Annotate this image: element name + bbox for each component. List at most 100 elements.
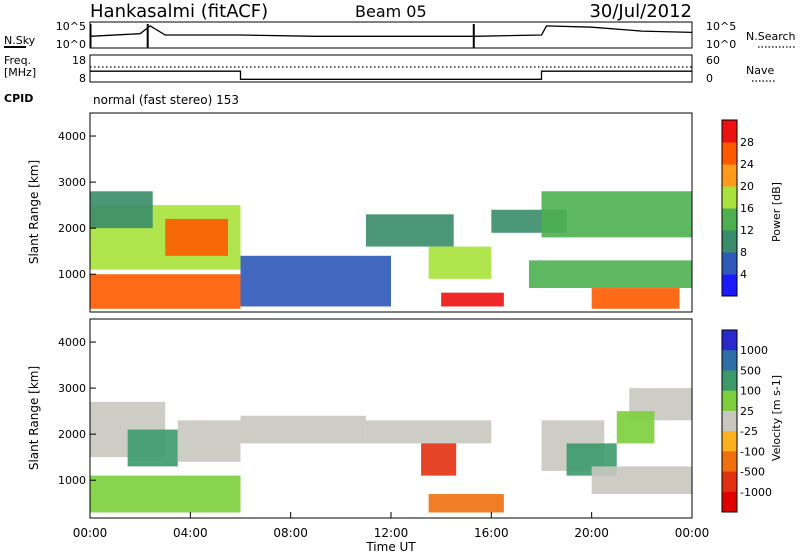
freq-panel-frame xyxy=(89,54,693,83)
noise-right-label: N.Search xyxy=(746,30,796,43)
power-colorbar-segment-6 xyxy=(722,142,737,165)
velocity-colorbar-tick-5: -100 xyxy=(740,445,765,458)
date-title: 30/Jul/2012 xyxy=(589,1,692,22)
freq-right-tick-bottom: 0 xyxy=(706,72,713,85)
velocity-colorbar-segment-4 xyxy=(722,410,737,432)
velocity-heatmap xyxy=(90,388,692,513)
velocity-colorbar-frame xyxy=(721,329,738,513)
xtick-label-3: 12:00 xyxy=(374,526,409,540)
velocity-colorbar-segment-3 xyxy=(722,390,737,412)
power-colorbar-frame xyxy=(721,119,738,297)
cpid-label: CPID xyxy=(4,92,33,105)
noise-left-label: N.Sky xyxy=(4,34,36,47)
velocity-region-2 xyxy=(127,429,178,467)
power-region-1 xyxy=(90,274,241,309)
power-panel-frame xyxy=(89,112,693,313)
velocity-ytick-label-0: 4000 xyxy=(58,336,86,349)
freq-left-tick-bottom: 8 xyxy=(79,72,86,85)
velocity-colorbar-segment-0 xyxy=(722,330,737,351)
velocity-colorbar-tick-2: 100 xyxy=(740,385,761,398)
power-region-5 xyxy=(365,214,454,247)
power-region-4 xyxy=(240,255,391,307)
xtick-label-6: 00:00 xyxy=(675,526,710,540)
velocity-colorbar-segment-2 xyxy=(722,370,737,392)
xtick-label-4: 16:00 xyxy=(474,526,509,540)
velocity-ytick-label-1: 3000 xyxy=(58,382,86,395)
power-colorbar-tick-5: 8 xyxy=(740,246,747,259)
velocity-ytick-label-3: 1000 xyxy=(58,474,86,487)
velocity-region-5 xyxy=(365,420,492,444)
velocity-colorbar-tick-7: -1000 xyxy=(740,486,772,499)
velocity-colorbar-tick-0: 1000 xyxy=(740,344,768,357)
power-region-2 xyxy=(165,218,228,256)
velocity-colorbar-segment-6 xyxy=(722,451,737,473)
velocity-colorbar: 1000 500 100 25 -25 -100 -500 -1000 xyxy=(721,329,772,513)
power-region-10 xyxy=(541,191,692,238)
nave-label: Nave xyxy=(746,64,774,77)
power-heatmap xyxy=(90,191,692,309)
power-region-11 xyxy=(591,288,680,309)
power-region-3 xyxy=(90,191,153,229)
power-colorbar-segment-2 xyxy=(722,230,737,253)
power-region-9 xyxy=(528,260,692,289)
freq-series-0 xyxy=(90,70,692,80)
power-y-ticks: 4000 3000 2000 1000 xyxy=(58,130,96,281)
station-title: Hankasalmi (fitACF) xyxy=(90,1,268,22)
power-colorbar-tick-6: 4 xyxy=(740,268,747,281)
power-colorbar-segment-3 xyxy=(722,208,737,231)
power-colorbar: 28 24 20 16 12 8 4 xyxy=(721,119,754,297)
power-ytick-label-1: 3000 xyxy=(58,176,86,189)
velocity-region-1 xyxy=(90,475,241,513)
xtick-label-2: 08:00 xyxy=(273,526,308,540)
noise-right-tick-top: 10^5 xyxy=(706,20,736,33)
xtick-label-0: 00:00 xyxy=(73,526,108,540)
power-ylabel: Slant Range [km] xyxy=(27,160,41,264)
freq-left-tick-top: 18 xyxy=(72,54,86,67)
power-colorbar-tick-2: 20 xyxy=(740,180,754,193)
power-colorbar-segment-4 xyxy=(722,186,737,209)
cpid-text: normal (fast stereo) 153 xyxy=(93,93,239,107)
velocity-colorbar-segment-1 xyxy=(722,350,737,371)
xtick-label-5: 20:00 xyxy=(574,526,609,540)
velocity-panel: 4000 3000 2000 1000 Slant Range [km] xyxy=(27,318,693,519)
power-colorbar-tick-1: 24 xyxy=(740,158,754,171)
velocity-colorbar-segment-8 xyxy=(722,491,737,513)
beam-title: Beam 05 xyxy=(355,2,427,21)
noise-right-tick-bottom: 10^0 xyxy=(706,38,736,51)
velocity-colorbar-tick-3: 25 xyxy=(740,405,754,418)
power-colorbar-segment-5 xyxy=(722,164,737,187)
velocity-y-ticks: 4000 3000 2000 1000 xyxy=(58,336,96,487)
power-ytick-label-0: 4000 xyxy=(58,130,86,143)
power-colorbar-tick-0: 28 xyxy=(740,136,754,149)
freq-panel: Freq. [MHz] 18 8 60 0 Nave xyxy=(4,54,776,85)
velocity-region-10 xyxy=(591,466,692,495)
freq-series xyxy=(90,66,692,80)
velocity-region-3 xyxy=(177,420,241,462)
x-axis-label: Time UT xyxy=(365,540,416,554)
velocity-region-6 xyxy=(421,443,457,476)
x-axis-ticks: 00:00 04:00 08:00 12:00 16:00 20:00 00:00 xyxy=(73,512,710,540)
velocity-colorbar-tick-1: 500 xyxy=(740,364,761,377)
noise-line xyxy=(89,25,693,37)
noise-left-tick-top: 10^5 xyxy=(56,20,86,33)
freq-label-line2: [MHz] xyxy=(4,66,36,79)
velocity-ytick-label-2: 2000 xyxy=(58,428,86,441)
power-colorbar-tick-4: 12 xyxy=(740,224,754,237)
freq-right-tick-top: 60 xyxy=(706,54,720,67)
velocity-colorbar-tick-4: -25 xyxy=(740,425,758,438)
noise-series xyxy=(89,24,693,48)
velocity-colorbar-segment-7 xyxy=(722,471,737,493)
velocity-colorbar-label: Velocity [m s-1] xyxy=(770,375,783,461)
noise-left-tick-bottom: 10^0 xyxy=(56,38,86,51)
xtick-label-1: 04:00 xyxy=(173,526,208,540)
power-ytick-label-3: 1000 xyxy=(58,268,86,281)
power-colorbar-segment-7 xyxy=(722,120,737,143)
power-ytick-label-2: 2000 xyxy=(58,222,86,235)
velocity-colorbar-segment-5 xyxy=(722,431,737,452)
power-region-7 xyxy=(441,292,504,307)
power-colorbar-segment-1 xyxy=(722,252,737,275)
velocity-colorbar-tick-6: -500 xyxy=(740,466,765,479)
power-colorbar-label: Power [dB] xyxy=(770,182,783,242)
velocity-ylabel: Slant Range [km] xyxy=(27,366,41,470)
